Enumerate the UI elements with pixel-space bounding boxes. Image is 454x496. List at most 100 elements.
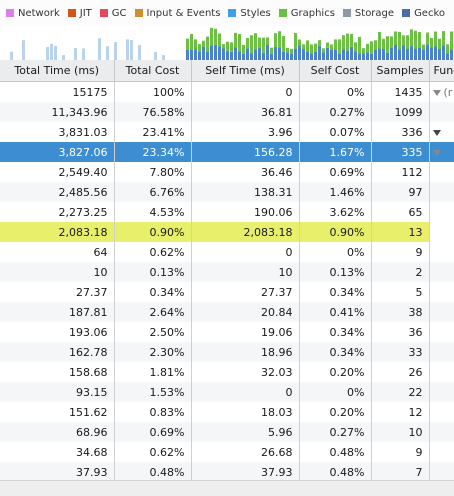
overview-bar (214, 28, 217, 45)
overview-bar (422, 49, 425, 60)
cell-function[interactable] (429, 282, 454, 302)
cell-function[interactable] (429, 222, 454, 242)
table-row[interactable]: 37.93 0.48% 37.93 0.48% 7 (0, 462, 454, 480)
legend-label: Styles (240, 7, 271, 19)
overview-bar (366, 52, 369, 60)
cell-function[interactable] (429, 202, 454, 222)
cell-function[interactable] (429, 402, 454, 422)
table-row[interactable]: 10 0.13% 10 0.13% 2 (0, 262, 454, 282)
column-header-self-time[interactable]: Self Time (ms) (191, 60, 300, 82)
table-row[interactable]: 2,273.25 4.53% 190.06 3.62% 65 (0, 202, 454, 222)
cell-function[interactable] (429, 162, 454, 182)
overview-bar (230, 42, 233, 52)
overview-bar (354, 42, 357, 52)
cell-function[interactable] (429, 102, 454, 122)
column-header-self-cost[interactable]: Self Cost (299, 60, 372, 82)
overview-bar (254, 49, 257, 60)
cell-function[interactable] (429, 122, 454, 142)
table-row[interactable]: 193.06 2.50% 19.06 0.34% 36 (0, 322, 454, 342)
table-row[interactable]: 2,485.56 6.76% 138.31 1.46% 97 (0, 182, 454, 202)
table-row[interactable]: 162.78 2.30% 18.96 0.34% 33 (0, 342, 454, 362)
overview-bar (426, 32, 429, 45)
cell-total-time: 2,083.18 (0, 222, 115, 242)
table-row[interactable]: 93.15 1.53% 0 0% 22 (0, 382, 454, 402)
legend-swatch (6, 9, 14, 17)
overview-bar (346, 50, 349, 60)
overview-bar (130, 40, 133, 60)
table-row[interactable]: 34.68 0.62% 26.68 0.48% 9 (0, 442, 454, 462)
cell-function[interactable] (429, 322, 454, 342)
overview-bar (274, 46, 277, 60)
cell-self-cost: 0.07% (299, 122, 372, 142)
cell-function[interactable] (429, 362, 454, 382)
column-header-total-time[interactable]: Total Time (ms) (0, 60, 115, 82)
table-row[interactable]: 68.96 0.69% 5.96 0.27% 10 (0, 422, 454, 442)
table-row[interactable]: 158.68 1.81% 32.03 0.20% 26 (0, 362, 454, 382)
table-row[interactable]: 11,343.96 76.58% 36.81 0.27% 1099 (0, 102, 454, 122)
overview-bar (190, 33, 193, 50)
overview-bar (406, 49, 409, 60)
overview-bar (402, 35, 405, 46)
table-row[interactable]: 187.81 2.64% 20.84 0.41% 38 (0, 302, 454, 322)
horizontal-scrollbar[interactable] (0, 480, 454, 496)
cell-function[interactable] (429, 462, 454, 480)
cell-self-time: 37.93 (191, 462, 300, 480)
table-row[interactable]: 2,549.40 7.80% 36.46 0.69% 112 (0, 162, 454, 182)
cell-total-cost: 0.62% (114, 242, 192, 262)
cell-function[interactable]: (r (429, 81, 454, 102)
legend-item[interactable]: JIT (67, 8, 92, 19)
cell-self-time: 5.96 (191, 422, 300, 442)
table-row[interactable]: 2,083.18 0.90% 2,083.18 0.90% 13 (0, 222, 454, 242)
cell-function[interactable] (429, 442, 454, 462)
table-row[interactable]: 64 0.62% 0 0% 9 (0, 242, 454, 262)
cell-total-time: 2,485.56 (0, 182, 115, 202)
table-row[interactable]: 151.62 0.83% 18.03 0.20% 12 (0, 402, 454, 422)
table-row[interactable]: 3,827.06 23.34% 156.28 1.67% 335 (0, 142, 454, 162)
cell-samples: 36 (371, 322, 430, 342)
overview-bar (370, 41, 373, 54)
cell-function[interactable] (429, 382, 454, 402)
legend-item[interactable]: Gecko (402, 8, 445, 19)
timeline-overview[interactable] (0, 26, 454, 61)
cell-function[interactable] (429, 262, 454, 282)
overview-bar (302, 44, 305, 50)
cell-samples: 336 (371, 122, 430, 142)
legend-item[interactable]: Storage (342, 8, 394, 19)
cell-function[interactable] (429, 422, 454, 442)
column-header-total-cost[interactable]: Total Cost (114, 60, 192, 82)
column-header-samples[interactable]: Samples (371, 60, 430, 82)
overview-bar (438, 38, 441, 49)
cell-function[interactable] (429, 142, 454, 162)
column-header-function[interactable]: Func (429, 60, 454, 82)
overview-bar (206, 51, 209, 60)
overview-bar (398, 49, 401, 60)
overview-bar (186, 49, 189, 60)
overview-bar (202, 40, 205, 47)
cell-total-cost: 1.81% (114, 362, 192, 382)
cell-function[interactable] (429, 242, 454, 262)
cell-self-cost: 0.27% (299, 422, 372, 442)
legend-item[interactable]: Network (6, 8, 60, 19)
cell-function[interactable] (429, 182, 454, 202)
cell-function[interactable] (429, 302, 454, 322)
table-row[interactable]: 15175 100% 0 0% 1435 (r (0, 81, 454, 102)
legend-item[interactable]: Input & Events (134, 8, 220, 19)
cell-samples: 13 (371, 222, 430, 242)
overview-bar (298, 45, 301, 60)
legend-item[interactable]: Graphics (278, 8, 335, 19)
overview-bar (306, 51, 309, 60)
legend-item[interactable]: GC (99, 8, 127, 19)
overview-bar (418, 32, 421, 48)
overview-bar (422, 44, 425, 50)
table-row[interactable]: 3,831.03 23.41% 3.96 0.07% 336 (0, 122, 454, 142)
call-tree-table[interactable]: Total Time (ms) Total Cost Self Time (ms… (0, 60, 454, 480)
cell-function[interactable] (429, 342, 454, 362)
table-row[interactable]: 27.37 0.34% 27.37 0.34% 5 (0, 282, 454, 302)
overview-bar (414, 48, 417, 60)
overview-bar (46, 47, 49, 60)
overview-bar (226, 50, 229, 60)
legend-item[interactable]: Styles (228, 7, 271, 19)
overview-bar (282, 36, 285, 52)
overview-bar (210, 27, 213, 46)
overview-bar (362, 53, 365, 60)
